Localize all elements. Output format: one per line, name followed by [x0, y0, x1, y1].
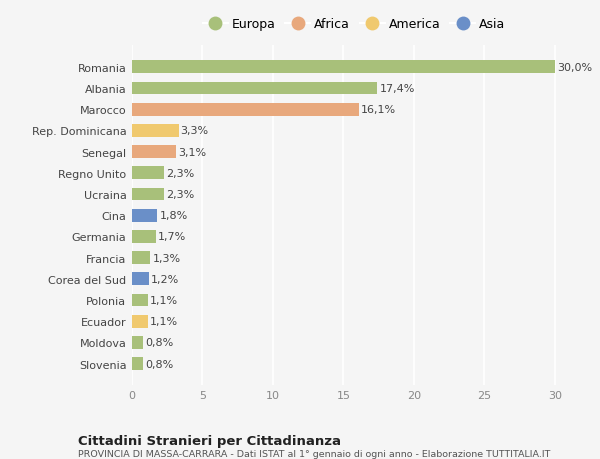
Bar: [132, 104, 359, 116]
Text: 1,3%: 1,3%: [152, 253, 181, 263]
Bar: [132, 294, 148, 307]
Bar: [132, 209, 157, 222]
Text: 16,1%: 16,1%: [361, 105, 396, 115]
Bar: [132, 62, 555, 74]
Text: 1,1%: 1,1%: [149, 295, 178, 305]
Bar: [132, 83, 377, 95]
Bar: [132, 230, 156, 243]
Text: 3,1%: 3,1%: [178, 147, 206, 157]
Text: 1,2%: 1,2%: [151, 274, 179, 284]
Text: 2,3%: 2,3%: [167, 168, 195, 179]
Bar: [132, 358, 143, 370]
Text: 0,8%: 0,8%: [145, 338, 173, 347]
Legend: Europa, Africa, America, Asia: Europa, Africa, America, Asia: [203, 18, 505, 31]
Text: 2,3%: 2,3%: [167, 190, 195, 200]
Bar: [132, 252, 151, 264]
Text: 30,0%: 30,0%: [557, 63, 592, 73]
Bar: [132, 125, 179, 138]
Text: PROVINCIA DI MASSA-CARRARA - Dati ISTAT al 1° gennaio di ogni anno - Elaborazion: PROVINCIA DI MASSA-CARRARA - Dati ISTAT …: [78, 449, 550, 458]
Text: 1,8%: 1,8%: [160, 211, 188, 221]
Text: 0,8%: 0,8%: [145, 359, 173, 369]
Text: 1,1%: 1,1%: [149, 317, 178, 326]
Text: 17,4%: 17,4%: [379, 84, 415, 94]
Text: 1,7%: 1,7%: [158, 232, 187, 242]
Bar: [132, 336, 143, 349]
Bar: [132, 273, 149, 285]
Bar: [132, 167, 164, 180]
Bar: [132, 188, 164, 201]
Text: 3,3%: 3,3%: [181, 126, 209, 136]
Text: Cittadini Stranieri per Cittadinanza: Cittadini Stranieri per Cittadinanza: [78, 434, 341, 447]
Bar: [132, 315, 148, 328]
Bar: [132, 146, 176, 159]
